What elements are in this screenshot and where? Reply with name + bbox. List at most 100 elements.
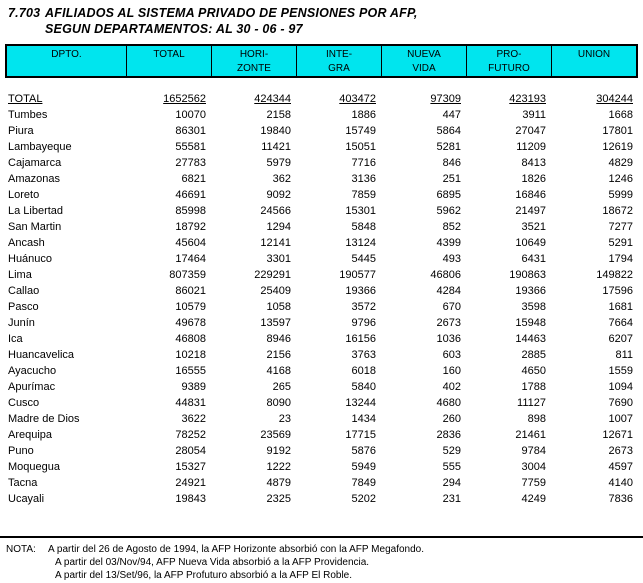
value-cell: 5949 [351, 461, 376, 473]
value-cell: 5291 [608, 237, 633, 249]
page-title: 7.703 AFILIADOS AL SISTEMA PRIVADO DE PE… [8, 5, 418, 37]
value-cell: 190577 [339, 269, 376, 281]
header-profuturo: PRO- FUTURO [466, 46, 551, 76]
department-cell: Arequipa [8, 429, 53, 441]
footnote-line: A partir del 26 de Agosto de 1994, la AF… [48, 544, 424, 555]
value-cell: 5979 [266, 157, 291, 169]
value-cell: 15327 [175, 461, 206, 473]
value-cell: 3622 [181, 413, 206, 425]
value-cell: 424344 [254, 93, 291, 105]
value-cell: 7836 [608, 493, 633, 505]
value-cell: 19366 [345, 285, 376, 297]
value-cell: 27047 [515, 125, 546, 137]
department-cell: Puno [8, 445, 34, 457]
value-cell: 555 [442, 461, 461, 473]
value-cell: 44831 [175, 397, 206, 409]
table-row: Ancash 45604 12141 13124 4399 10649 5291 [5, 235, 638, 251]
value-cell: 15051 [345, 141, 376, 153]
value-cell: 46808 [175, 333, 206, 345]
value-cell: 898 [527, 413, 546, 425]
value-cell: 229291 [254, 269, 291, 281]
value-cell: 9389 [181, 381, 206, 393]
table-row: Ucayali 19843 2325 5202 231 4249 7836 [5, 491, 638, 507]
department-cell: Huancavelica [8, 349, 75, 361]
value-cell: 231 [442, 493, 461, 505]
table-row: Piura 86301 19840 15749 5864 27047 17801 [5, 123, 638, 139]
value-cell: 2325 [266, 493, 291, 505]
value-cell: 24566 [260, 205, 291, 217]
department-cell: Lambayeque [8, 141, 72, 153]
value-cell: 423193 [509, 93, 546, 105]
title-line-1: 7.703 AFILIADOS AL SISTEMA PRIVADO DE PE… [8, 5, 418, 21]
value-cell: 49678 [175, 317, 206, 329]
department-cell: Junín [8, 317, 35, 329]
value-cell: 251 [442, 173, 461, 185]
value-cell: 46691 [175, 189, 206, 201]
title-text-2: SEGUN DEPARTAMENTOS: AL 30 - 06 - 97 [45, 22, 303, 36]
table-row: Amazonas 6821 362 3136 251 1826 1246 [5, 171, 638, 187]
value-cell: 493 [442, 253, 461, 265]
department-cell: Cusco [8, 397, 40, 409]
value-cell: 294 [442, 477, 461, 489]
table-row: La Libertad 85998 24566 15301 5962 21497 18672 [5, 203, 638, 219]
value-cell: 14463 [515, 333, 546, 345]
value-cell: 18792 [175, 221, 206, 233]
value-cell: 3763 [351, 349, 376, 361]
value-cell: 670 [442, 301, 461, 313]
value-cell: 2673 [608, 445, 633, 457]
value-cell: 12671 [602, 429, 633, 441]
department-cell: San Martin [8, 221, 62, 233]
table-row: Ica 46808 8946 16156 1036 14463 6207 [5, 331, 638, 347]
value-cell: 6018 [351, 365, 376, 377]
department-cell: Loreto [8, 189, 40, 201]
value-cell: 6207 [608, 333, 633, 345]
value-cell: 3521 [521, 221, 546, 233]
department-cell: Madre de Dios [8, 413, 80, 425]
value-cell: 362 [272, 173, 291, 185]
table-bottom-rule [0, 536, 643, 538]
table-row: Loreto 46691 9092 7859 6895 16846 5999 [5, 187, 638, 203]
value-cell: 3136 [351, 173, 376, 185]
value-cell: 86021 [175, 285, 206, 297]
value-cell: 16846 [515, 189, 546, 201]
value-cell: 8090 [266, 397, 291, 409]
table-row: Tacna 24921 4879 7849 294 7759 4140 [5, 475, 638, 491]
value-cell: 12619 [602, 141, 633, 153]
table-body: TOTAL 1652562 424344 403472 97309 423193 30424… [5, 78, 638, 507]
value-cell: 1652562 [163, 93, 206, 105]
department-cell: Cajamarca [8, 157, 62, 169]
department-cell: Ica [8, 333, 23, 345]
value-cell: 4879 [266, 477, 291, 489]
value-cell: 5840 [351, 381, 376, 393]
table-row: Apurímac 9389 265 5840 402 1788 1094 [5, 379, 638, 395]
value-cell: 5848 [351, 221, 376, 233]
value-cell: 19843 [175, 493, 206, 505]
table-row: San Martin 18792 1294 5848 852 3521 7277 [5, 219, 638, 235]
value-cell: 1058 [266, 301, 291, 313]
value-cell: 9784 [521, 445, 546, 457]
value-cell: 4168 [266, 365, 291, 377]
value-cell: 447 [442, 109, 461, 121]
value-cell: 9192 [266, 445, 291, 457]
value-cell: 7664 [608, 317, 633, 329]
value-cell: 1668 [608, 109, 633, 121]
value-cell: 160 [442, 365, 461, 377]
value-cell: 15948 [515, 317, 546, 329]
value-cell: 4650 [521, 365, 546, 377]
value-cell: 18672 [602, 205, 633, 217]
value-cell: 4597 [608, 461, 633, 473]
value-cell: 15301 [345, 205, 376, 217]
value-cell: 4249 [521, 493, 546, 505]
department-cell: Moquegua [8, 461, 60, 473]
value-cell: 27783 [175, 157, 206, 169]
value-cell: 13597 [260, 317, 291, 329]
value-cell: 1434 [351, 413, 376, 425]
value-cell: 846 [442, 157, 461, 169]
value-cell: 19840 [260, 125, 291, 137]
value-cell: 4829 [608, 157, 633, 169]
value-cell: 8946 [266, 333, 291, 345]
value-cell: 5999 [608, 189, 633, 201]
department-cell: Tacna [8, 477, 38, 489]
header-union: UNION [551, 46, 636, 76]
value-cell: 16555 [175, 365, 206, 377]
